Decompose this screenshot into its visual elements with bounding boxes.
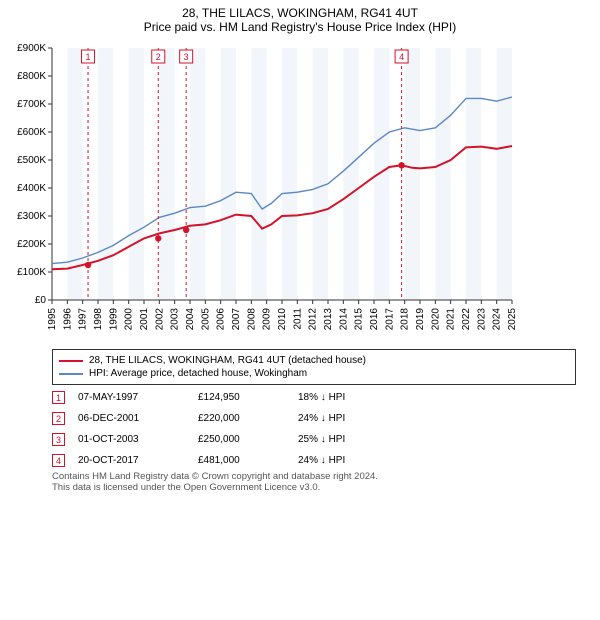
svg-text:2016: 2016: [369, 308, 380, 331]
legend-label: 28, THE LILACS, WOKINGHAM, RG41 4UT (det…: [89, 355, 366, 366]
tx-date: 20-OCT-2017: [78, 455, 198, 466]
svg-text:2000: 2000: [124, 308, 135, 331]
svg-text:£800K: £800K: [17, 71, 46, 82]
svg-text:£0: £0: [35, 295, 47, 306]
legend-swatch: [59, 373, 83, 375]
svg-text:2009: 2009: [262, 308, 273, 331]
svg-text:2013: 2013: [323, 308, 334, 331]
svg-text:2002: 2002: [154, 308, 165, 331]
svg-text:2022: 2022: [461, 308, 472, 331]
svg-text:3: 3: [184, 52, 189, 62]
footer: Contains HM Land Registry data © Crown c…: [52, 471, 576, 493]
svg-text:1997: 1997: [78, 308, 89, 331]
tx-price: £481,000: [198, 455, 298, 466]
transaction-table: 1 07-MAY-1997£124,95018% ↓ HPI 2 06-DEC-200…: [52, 391, 576, 467]
svg-text:2020: 2020: [430, 308, 441, 331]
svg-text:2008: 2008: [246, 308, 257, 331]
svg-text:2012: 2012: [308, 308, 319, 331]
tx-date: 07-MAY-1997: [78, 392, 198, 403]
svg-text:2017: 2017: [384, 308, 395, 331]
svg-text:4: 4: [399, 52, 404, 62]
svg-text:2010: 2010: [277, 308, 288, 331]
svg-text:2018: 2018: [400, 308, 411, 331]
svg-text:2001: 2001: [139, 308, 150, 331]
svg-text:£400K: £400K: [17, 183, 46, 194]
footer-line: Contains HM Land Registry data © Crown c…: [52, 471, 576, 482]
svg-text:2006: 2006: [216, 308, 227, 331]
price-chart: £0 £100K £200K £300K £400K £500K £600K £700K £80…: [8, 40, 592, 345]
legend-box: 28, THE LILACS, WOKINGHAM, RG41 4UT (det…: [52, 349, 576, 385]
footer-line: This data is licensed under the Open Gov…: [52, 482, 576, 493]
tx-date: 06-DEC-2001: [78, 413, 198, 424]
svg-text:2014: 2014: [338, 308, 349, 331]
svg-text:2019: 2019: [415, 308, 426, 331]
svg-text:2004: 2004: [185, 308, 196, 331]
tx-delta: 25% ↓ HPI: [298, 434, 378, 445]
svg-text:2021: 2021: [446, 308, 457, 331]
page-subtitle: Price paid vs. HM Land Registry's House …: [8, 20, 592, 34]
svg-text:2011: 2011: [292, 308, 303, 330]
svg-text:£200K: £200K: [17, 239, 46, 250]
tx-marker: 2: [52, 412, 65, 425]
svg-text:£700K: £700K: [17, 99, 46, 110]
svg-text:1998: 1998: [93, 308, 104, 331]
svg-text:2024: 2024: [492, 308, 503, 331]
tx-delta: 24% ↓ HPI: [298, 455, 378, 466]
svg-text:2: 2: [156, 52, 161, 62]
legend-label: HPI: Average price, detached house, Woki…: [89, 368, 307, 379]
svg-text:£500K: £500K: [17, 155, 46, 166]
svg-text:2015: 2015: [354, 308, 365, 331]
tx-price: £250,000: [198, 434, 298, 445]
svg-text:£600K: £600K: [17, 127, 46, 138]
chart-svg: £0 £100K £200K £300K £400K £500K £600K £700K £80…: [8, 40, 528, 340]
legend-swatch: [59, 360, 83, 362]
svg-text:2025: 2025: [507, 308, 518, 331]
svg-text:2007: 2007: [231, 308, 242, 331]
tx-marker: 1: [52, 391, 65, 404]
svg-text:1: 1: [86, 52, 91, 62]
svg-text:£300K: £300K: [17, 211, 46, 222]
tx-marker: 4: [52, 454, 65, 467]
svg-text:1995: 1995: [47, 308, 58, 331]
svg-text:£900K: £900K: [17, 43, 46, 54]
tx-price: £220,000: [198, 413, 298, 424]
svg-text:2003: 2003: [170, 308, 181, 331]
svg-text:2023: 2023: [476, 308, 487, 331]
tx-date: 01-OCT-2003: [78, 434, 198, 445]
tx-price: £124,950: [198, 392, 298, 403]
tx-delta: 18% ↓ HPI: [298, 392, 378, 403]
svg-text:2005: 2005: [200, 308, 211, 331]
legend-item: HPI: Average price, detached house, Woki…: [59, 367, 569, 380]
page-title: 28, THE LILACS, WOKINGHAM, RG41 4UT: [8, 6, 592, 20]
svg-text:£100K: £100K: [17, 267, 46, 278]
svg-text:1996: 1996: [62, 308, 73, 331]
svg-text:1999: 1999: [108, 308, 119, 331]
legend-item: 28, THE LILACS, WOKINGHAM, RG41 4UT (det…: [59, 354, 569, 367]
tx-marker: 3: [52, 433, 65, 446]
tx-delta: 24% ↓ HPI: [298, 413, 378, 424]
